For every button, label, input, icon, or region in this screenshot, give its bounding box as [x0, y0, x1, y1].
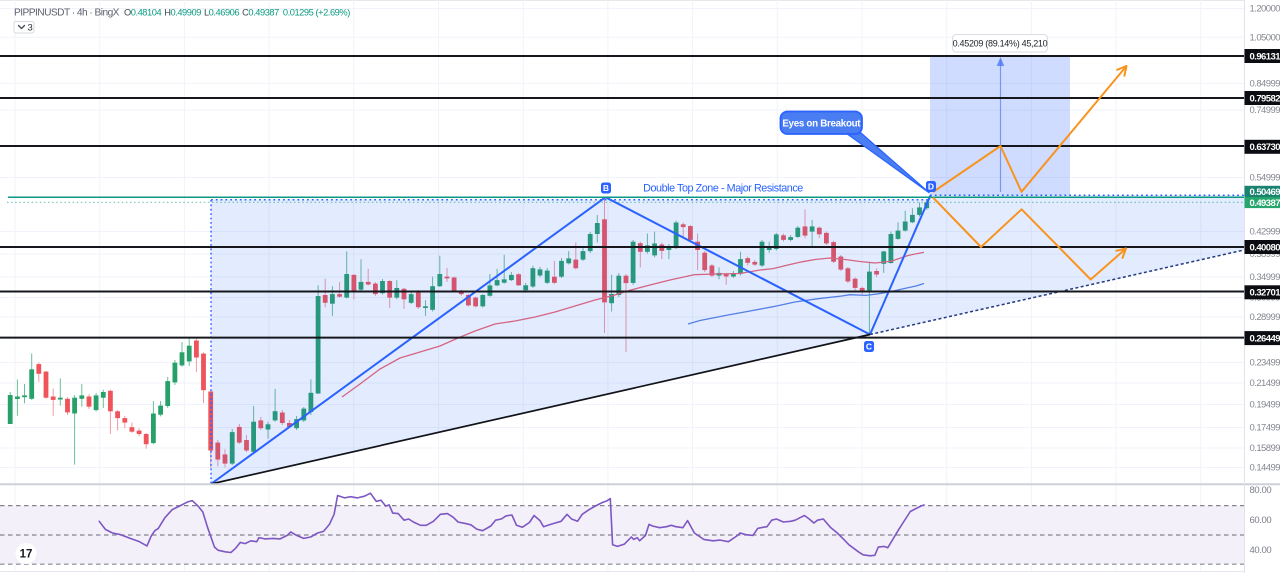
svg-text:0.17499: 0.17499 — [1250, 423, 1280, 434]
svg-text:0.74999: 0.74999 — [1250, 105, 1280, 116]
svg-text:B: B — [603, 183, 609, 193]
svg-text:40.00: 40.00 — [1250, 545, 1272, 556]
svg-text:0.42999: 0.42999 — [1250, 227, 1280, 238]
svg-text:0.96131: 0.96131 — [1250, 51, 1280, 62]
svg-text:0.19499: 0.19499 — [1250, 400, 1280, 411]
svg-text:D: D — [928, 182, 934, 192]
svg-text:0.21499: 0.21499 — [1250, 378, 1280, 389]
svg-text:C: C — [866, 342, 872, 352]
svg-text:0.40080: 0.40080 — [1250, 242, 1280, 253]
svg-text:0.23499: 0.23499 — [1250, 358, 1280, 369]
svg-text:0.15899: 0.15899 — [1250, 443, 1280, 454]
svg-text:0.63730: 0.63730 — [1250, 142, 1280, 153]
svg-text:0.32701: 0.32701 — [1250, 288, 1280, 299]
svg-text:1.20000: 1.20000 — [1250, 4, 1280, 15]
svg-text:Eyes on Breakout: Eyes on Breakout — [782, 119, 861, 130]
svg-text:0.45209 (89.14%) 45,210: 0.45209 (89.14%) 45,210 — [953, 39, 1048, 49]
svg-text:0.38999: 0.38999 — [1250, 249, 1280, 260]
svg-text:Double Top Zone - Major Resist: Double Top Zone - Major Resistance — [643, 183, 803, 195]
svg-text:0.49387: 0.49387 — [1250, 198, 1280, 209]
svg-text:0.26449: 0.26449 — [1250, 334, 1280, 345]
svg-text:0.54999: 0.54999 — [1250, 173, 1280, 184]
svg-text:0.50469: 0.50469 — [1250, 187, 1280, 198]
svg-text:0.84999: 0.84999 — [1250, 79, 1280, 90]
svg-text:17: 17 — [20, 549, 33, 561]
svg-text:0.28999: 0.28999 — [1250, 312, 1280, 323]
svg-text:60.00: 60.00 — [1250, 515, 1272, 526]
svg-text:0.34999: 0.34999 — [1250, 272, 1280, 283]
svg-text:0.79582: 0.79582 — [1250, 93, 1280, 104]
svg-text:0.14499: 0.14499 — [1250, 463, 1280, 474]
svg-text:1.05000: 1.05000 — [1250, 33, 1280, 44]
svg-text:80.00: 80.00 — [1250, 485, 1272, 496]
svg-text:3: 3 — [28, 23, 33, 34]
